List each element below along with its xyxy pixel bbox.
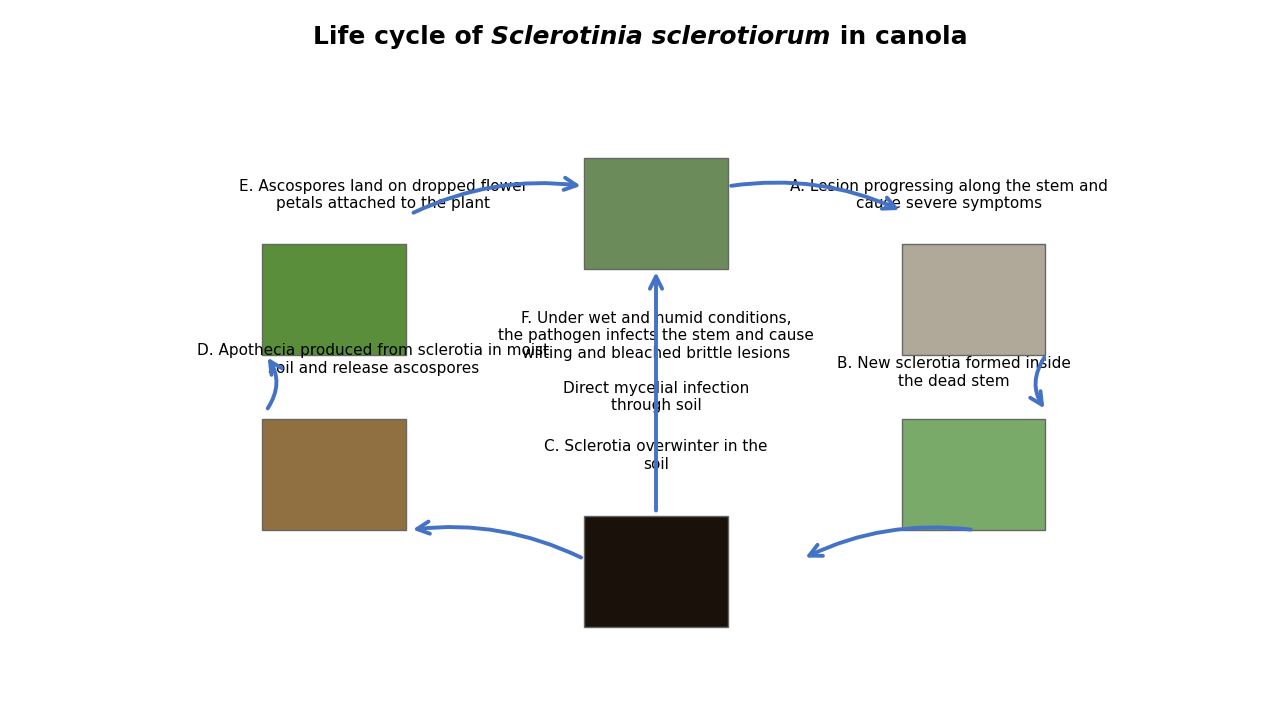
Text: Sclerotinia sclerotiorum: Sclerotinia sclerotiorum (492, 25, 831, 49)
Text: Direct mycelial infection
through soil: Direct mycelial infection through soil (563, 381, 749, 413)
Text: Life cycle of: Life cycle of (312, 25, 492, 49)
Text: A. Lesion progressing along the stem and
cause severe symptoms: A. Lesion progressing along the stem and… (790, 179, 1107, 211)
Bar (901, 419, 1046, 530)
Bar (901, 244, 1046, 355)
Bar (584, 158, 728, 269)
Text: D. Apothecia produced from sclerotia in moist
soil and release ascospores: D. Apothecia produced from sclerotia in … (197, 343, 549, 376)
Bar (584, 516, 728, 627)
Text: E. Ascospores land on dropped flower
petals attached to the plant: E. Ascospores land on dropped flower pet… (238, 179, 527, 211)
Bar (261, 244, 406, 355)
Bar (261, 419, 406, 530)
Text: B. New sclerotia formed inside
the dead stem: B. New sclerotia formed inside the dead … (837, 356, 1070, 389)
Text: C. Sclerotia overwinter in the
soil: C. Sclerotia overwinter in the soil (544, 439, 768, 472)
Text: in canola: in canola (831, 25, 968, 49)
Text: F. Under wet and humid conditions,
the pathogen infects the stem and cause
wilti: F. Under wet and humid conditions, the p… (498, 311, 814, 361)
